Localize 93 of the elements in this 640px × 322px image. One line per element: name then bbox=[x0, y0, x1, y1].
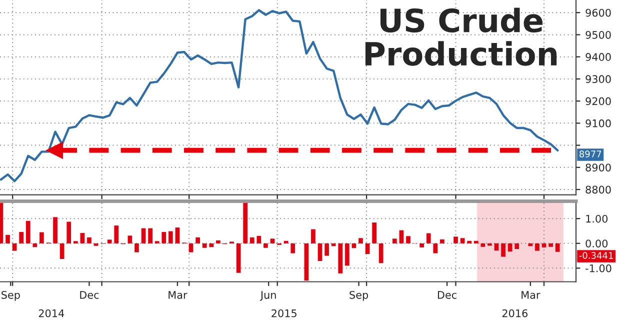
annotation: -0.3441 bbox=[579, 252, 613, 259]
y-tick-label: 0.00 bbox=[586, 240, 608, 248]
bar bbox=[168, 231, 173, 244]
bar bbox=[209, 243, 214, 248]
bar bbox=[344, 243, 350, 266]
bar bbox=[66, 222, 72, 244]
x-tick-label: Mar bbox=[168, 291, 188, 299]
bar bbox=[270, 238, 275, 244]
bar bbox=[542, 243, 546, 248]
bar bbox=[399, 230, 404, 244]
bar bbox=[433, 243, 438, 254]
y-tick-label: 8900 bbox=[586, 164, 611, 172]
bar bbox=[480, 243, 486, 247]
bar bbox=[467, 240, 472, 244]
x-tick-label: Dec bbox=[438, 291, 456, 299]
bar bbox=[236, 243, 241, 273]
bar bbox=[372, 222, 376, 244]
x-tick-label: Jun bbox=[260, 291, 276, 301]
x2-tick-label: 2016 bbox=[502, 309, 528, 318]
bar bbox=[80, 232, 85, 244]
bar bbox=[26, 220, 30, 244]
x-tick-label: Mar bbox=[522, 291, 540, 299]
bar bbox=[19, 232, 24, 244]
bar bbox=[501, 243, 506, 257]
bar bbox=[304, 243, 309, 281]
bar bbox=[426, 233, 431, 244]
bar bbox=[256, 236, 262, 244]
bar bbox=[196, 237, 200, 244]
bar bbox=[365, 243, 370, 254]
bar bbox=[148, 228, 152, 244]
bar bbox=[250, 237, 254, 244]
bar bbox=[290, 243, 296, 254]
bar bbox=[338, 243, 343, 274]
bar bbox=[528, 243, 533, 246]
y-tick-label: 1.00 bbox=[586, 214, 608, 223]
bar bbox=[548, 243, 553, 247]
bar bbox=[264, 243, 268, 248]
bar bbox=[128, 236, 132, 244]
bar bbox=[535, 243, 540, 251]
bar bbox=[392, 238, 397, 244]
bar bbox=[494, 243, 499, 251]
bar bbox=[141, 228, 146, 244]
bar bbox=[378, 243, 384, 264]
x-tick-label: Dec bbox=[80, 291, 99, 299]
bar bbox=[87, 237, 92, 244]
bar bbox=[134, 243, 139, 252]
bar bbox=[243, 202, 248, 244]
bar bbox=[311, 229, 316, 244]
bar bbox=[202, 243, 207, 248]
bar bbox=[6, 234, 10, 244]
y-tick-label: 9100 bbox=[586, 119, 611, 128]
y-tick-label: 9400 bbox=[586, 53, 611, 61]
bar bbox=[32, 243, 38, 248]
bar bbox=[454, 236, 458, 244]
bar bbox=[60, 243, 64, 259]
x2-tick-label: 2015 bbox=[272, 309, 296, 318]
bar bbox=[324, 243, 329, 256]
bar bbox=[162, 232, 166, 244]
bar bbox=[40, 232, 44, 244]
bar bbox=[488, 243, 492, 246]
bar bbox=[406, 236, 410, 244]
annotation: 8977 bbox=[579, 150, 602, 158]
bar bbox=[94, 243, 98, 246]
y-tick-label: -1.00 bbox=[586, 264, 612, 272]
bar bbox=[508, 243, 512, 252]
x-tick-label: Sep bbox=[2, 290, 20, 301]
bar bbox=[358, 238, 363, 244]
bar bbox=[440, 239, 444, 244]
bar bbox=[188, 243, 194, 252]
bar bbox=[555, 243, 560, 252]
bar bbox=[53, 217, 58, 244]
bar bbox=[514, 243, 520, 250]
y-tick-label: 9600 bbox=[586, 8, 611, 17]
bar bbox=[284, 240, 288, 244]
bar bbox=[12, 243, 17, 251]
y-tick-label: 9300 bbox=[586, 75, 611, 84]
bar bbox=[216, 240, 220, 244]
bar bbox=[175, 228, 180, 244]
bar bbox=[460, 238, 465, 244]
line-series bbox=[0, 9, 559, 182]
y-tick-label: 9500 bbox=[586, 30, 611, 39]
bar bbox=[107, 240, 112, 244]
bar bbox=[318, 243, 322, 261]
bar bbox=[331, 243, 336, 246]
text: US Crude Production bbox=[365, 8, 557, 66]
x2-tick-label: 2014 bbox=[38, 309, 64, 318]
bar bbox=[420, 243, 424, 248]
y-tick-label: 8800 bbox=[586, 186, 611, 194]
y-tick-label: 9200 bbox=[586, 97, 611, 106]
bar bbox=[114, 226, 119, 244]
bar bbox=[0, 202, 4, 244]
bar bbox=[474, 240, 478, 244]
x-tick-label: Sep bbox=[350, 290, 368, 301]
